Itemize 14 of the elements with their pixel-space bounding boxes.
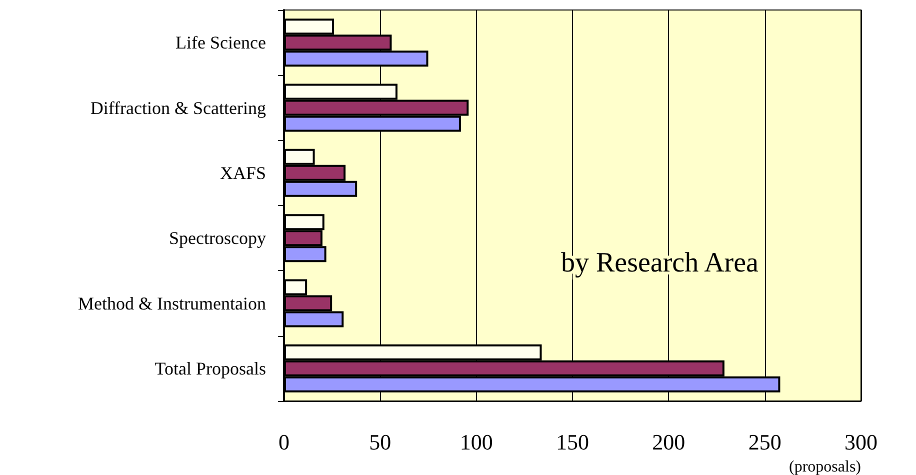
y-tick-label: XAFS (220, 162, 266, 183)
y-tick-label: Method & Instrumentaion (78, 293, 266, 314)
x-tick-label: 50 (369, 430, 392, 454)
x-tick-label: 150 (556, 430, 589, 454)
x-axis-title: (proposals) (789, 458, 861, 475)
x-tick-label: 300 (844, 430, 878, 454)
x-tick-label: 200 (652, 430, 686, 454)
x-tick-label: 0 (278, 430, 290, 454)
x-tick-label: 250 (748, 430, 782, 454)
y-tick-label: Total Proposals (154, 358, 266, 378)
y-tick-label: Diffraction & Scattering (90, 98, 266, 118)
x-tick-label: 100 (460, 430, 493, 454)
y-tick-label: Spectroscopy (169, 228, 266, 248)
y-tick-label: Life Science (176, 32, 266, 53)
